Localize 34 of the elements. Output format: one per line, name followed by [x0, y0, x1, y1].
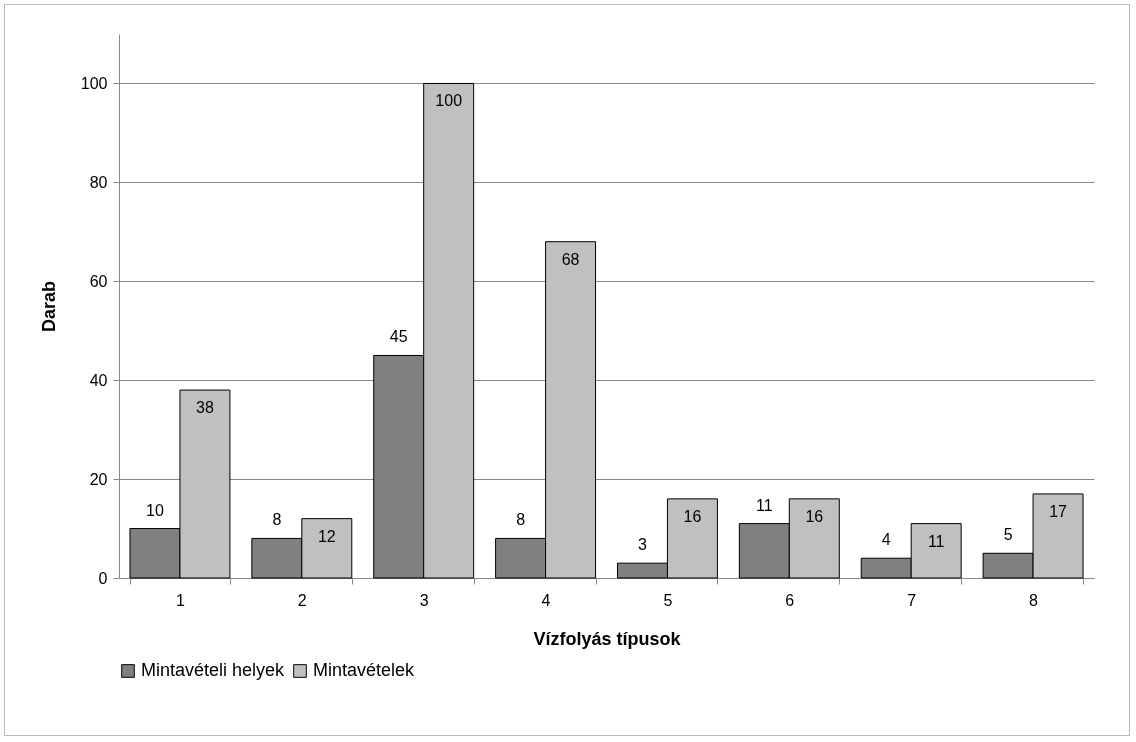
data-label: 12: [317, 527, 336, 545]
data-label: 4: [881, 531, 891, 549]
x-tick-label: 6: [785, 591, 795, 609]
x-tick-label: 5: [663, 591, 673, 609]
y-tick-label: 80: [89, 173, 108, 191]
x-tick-label: 2: [297, 591, 307, 609]
data-label: 16: [805, 507, 824, 525]
x-tick-label: 4: [541, 591, 551, 609]
y-tick-label: 40: [89, 371, 108, 389]
data-label: 17: [1049, 502, 1068, 520]
y-tick-label: 60: [89, 272, 108, 290]
legend-label: Mintavételi helyek: [141, 660, 286, 680]
y-tick-label: 20: [89, 470, 108, 488]
x-tick-label: 3: [419, 591, 429, 609]
y-axis-title: Darab: [38, 280, 59, 333]
data-label: 68: [561, 250, 580, 268]
x-tick-label: 7: [907, 591, 917, 609]
x-tick-label: 8: [1029, 591, 1039, 609]
y-tick-label: 100: [80, 74, 108, 92]
data-label: 38: [196, 399, 214, 417]
data-label: 100: [435, 92, 463, 110]
data-label: 10: [146, 501, 164, 519]
data-label: 5: [1003, 526, 1013, 544]
data-label: 11: [927, 532, 945, 550]
data-label: 11: [756, 496, 773, 514]
y-tick-label: 0: [98, 569, 108, 587]
data-label: 8: [272, 511, 282, 529]
data-label: 45: [389, 328, 408, 346]
legend-label: Mintavételek: [313, 660, 416, 680]
data-label: 8: [516, 511, 526, 529]
data-label: 16: [683, 507, 702, 525]
x-tick-label: 1: [175, 591, 185, 609]
x-axis-title: Vízfolyás típusok: [533, 628, 682, 649]
data-label: 3: [638, 536, 647, 554]
